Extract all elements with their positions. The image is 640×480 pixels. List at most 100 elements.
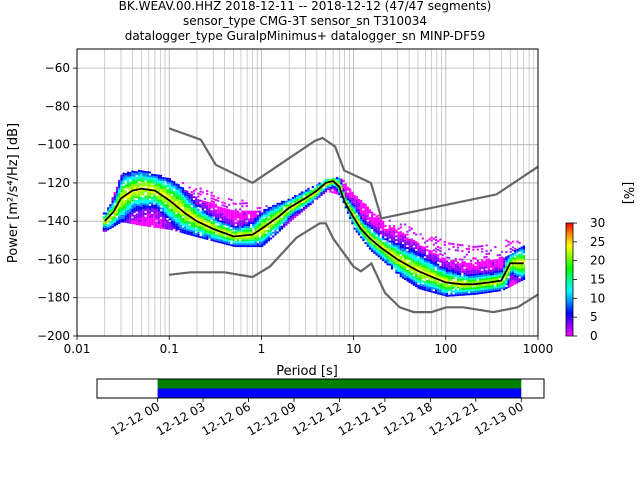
heatmap-cell xyxy=(419,278,422,280)
heatmap-cell xyxy=(373,248,376,250)
heatmap-cell xyxy=(137,171,141,174)
heatmap-cell xyxy=(518,265,521,267)
heatmap-cell xyxy=(122,174,125,177)
heatmap-cell xyxy=(498,285,501,288)
colorbar-tick-label: 20 xyxy=(590,254,605,268)
heatmap-cell xyxy=(111,223,114,226)
heatmap-cell xyxy=(113,211,116,214)
heatmap-cell xyxy=(428,265,431,268)
heatmap-cell xyxy=(173,207,176,210)
heatmap-cell xyxy=(170,190,174,193)
heatmap-cell xyxy=(170,184,174,187)
heatmap-cell xyxy=(395,267,398,270)
heatmap-cell xyxy=(168,195,171,198)
heatmap-cell xyxy=(214,203,218,206)
heatmap-cell xyxy=(210,216,213,219)
heatmap-cell xyxy=(122,209,125,211)
heatmap-cell xyxy=(428,267,431,269)
heatmap-cell xyxy=(245,235,248,238)
heatmap-cell xyxy=(206,203,209,206)
heatmap-cell xyxy=(364,219,367,221)
heatmap-cell xyxy=(148,202,152,205)
heatmap-cell xyxy=(254,212,257,215)
heatmap-cell xyxy=(250,214,253,217)
heatmap-cell xyxy=(151,213,154,216)
heatmap-cell xyxy=(280,208,284,211)
heatmap-cell xyxy=(404,272,407,275)
heatmap-cell xyxy=(399,223,402,226)
heatmap-cell xyxy=(217,219,220,222)
heatmap-cell xyxy=(263,237,266,240)
heatmap-cell xyxy=(192,201,196,204)
heatmap-cell xyxy=(173,192,176,195)
heatmap-cell xyxy=(448,269,451,272)
heatmap-cell xyxy=(120,174,123,177)
heatmap-cell xyxy=(404,253,407,256)
heatmap-cell xyxy=(142,170,145,173)
heatmap-cell xyxy=(263,210,266,213)
heatmap-cell xyxy=(439,277,442,280)
heatmap-cell xyxy=(217,210,220,213)
heatmap-cell xyxy=(265,241,268,244)
heatmap-cell xyxy=(131,208,134,211)
heatmap-cell xyxy=(201,227,204,230)
heatmap-cell xyxy=(133,205,136,208)
heatmap-cell xyxy=(454,280,457,283)
heatmap-cell xyxy=(520,267,523,270)
timeline-tick-label: 12-12 12 xyxy=(290,399,344,438)
heatmap-cell xyxy=(190,231,193,234)
heatmap-cell xyxy=(441,257,444,260)
heatmap-cell xyxy=(199,211,202,214)
heatmap-cell xyxy=(164,217,167,220)
heatmap-cell xyxy=(437,282,440,285)
heatmap-cell xyxy=(441,266,444,269)
heatmap-cell xyxy=(481,247,484,250)
heatmap-cell xyxy=(210,237,213,240)
heatmap-cell xyxy=(509,281,512,283)
heatmap-cell xyxy=(291,208,295,211)
heatmap-cell xyxy=(225,205,229,208)
heatmap-cell xyxy=(131,210,134,213)
heatmap-cell xyxy=(280,204,284,207)
heatmap-cell xyxy=(421,248,424,250)
heatmap-cell xyxy=(461,263,464,266)
heatmap-cell xyxy=(221,222,224,225)
heatmap-cell xyxy=(467,279,471,282)
heatmap-cell xyxy=(148,219,152,222)
heatmap-cell xyxy=(511,246,515,249)
heatmap-cell xyxy=(258,243,262,246)
heatmap-cell xyxy=(186,196,189,199)
heatmap-cell xyxy=(485,272,488,275)
heatmap-cell xyxy=(223,210,226,212)
heatmap-cell xyxy=(496,278,499,281)
heatmap-cell xyxy=(379,243,383,246)
heatmap-cell xyxy=(452,271,455,274)
heatmap-cell xyxy=(481,274,484,277)
heatmap-cell xyxy=(379,257,383,260)
heatmap-cell xyxy=(423,246,427,249)
heatmap-cell xyxy=(483,283,486,286)
heatmap-cell xyxy=(344,196,347,199)
heatmap-cell xyxy=(151,223,154,226)
heatmap-cell xyxy=(357,208,361,211)
heatmap-cell xyxy=(155,201,158,204)
heatmap-cell xyxy=(230,236,233,239)
heatmap-cell xyxy=(421,288,424,291)
heatmap-cell xyxy=(221,238,224,241)
y-tick-label: −60 xyxy=(45,61,70,75)
colorbar-gradient xyxy=(565,222,574,337)
heatmap-cell xyxy=(252,239,255,242)
heatmap-cell xyxy=(461,276,464,279)
heatmap-cell xyxy=(355,219,358,222)
heatmap-cell xyxy=(340,182,343,185)
heatmap-cell xyxy=(247,227,251,230)
timeline-frame xyxy=(96,378,545,399)
heatmap-cell xyxy=(450,267,453,270)
heatmap-cell xyxy=(514,251,517,254)
heatmap-cell xyxy=(118,202,121,205)
heatmap-cell xyxy=(456,274,460,277)
heatmap-cell xyxy=(522,257,526,259)
heatmap-cell xyxy=(377,221,380,223)
heatmap-cell xyxy=(417,254,420,257)
heatmap-cell xyxy=(247,235,251,238)
